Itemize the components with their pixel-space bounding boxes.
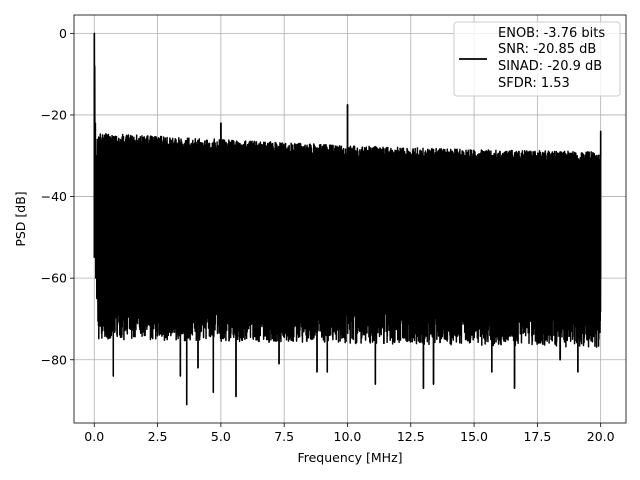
psd-trace [93, 32, 602, 406]
legend-line-sinad: SINAD: -20.9 dB [498, 59, 602, 74]
y-tick-label: 0 [59, 26, 67, 41]
legend-box [453, 21, 621, 97]
x-tick-label: 20.0 [587, 429, 615, 444]
x-tick-label: 7.5 [274, 429, 294, 444]
y-tick-label: −40 [41, 189, 67, 204]
x-tick-label: 15.0 [460, 429, 488, 444]
y-tick-label: −20 [41, 107, 67, 122]
x-tick-label: 12.5 [397, 429, 425, 444]
y-tick-label: −80 [41, 352, 67, 367]
x-axis-label: Frequency [MHz] [297, 450, 402, 465]
axis-ticks: 0.0 2.5 5.0 7.5 10.0 12.5 15.0 17.5 20.0 0 −20 −40 −… [41, 26, 615, 444]
x-tick-label: 2.5 [148, 429, 168, 444]
legend-line-snr: SNR: -20.85 dB [498, 42, 596, 57]
psd-series [93, 32, 602, 406]
legend: ENOB: -3.76 bits SNR: -20.85 dB SINAD: -… [453, 21, 621, 97]
legend-line-sfdr: SFDR: 1.53 [498, 76, 570, 91]
x-tick-label: 17.5 [523, 429, 551, 444]
y-axis-label: PSD [dB] [13, 191, 28, 246]
x-tick-label: 10.0 [334, 429, 362, 444]
x-tick-label: 5.0 [211, 429, 231, 444]
legend-line-enob: ENOB: -3.76 bits [498, 26, 605, 41]
x-tick-label: 0.0 [84, 429, 104, 444]
plot-frame [73, 14, 627, 424]
y-tick-label: −60 [41, 271, 67, 286]
